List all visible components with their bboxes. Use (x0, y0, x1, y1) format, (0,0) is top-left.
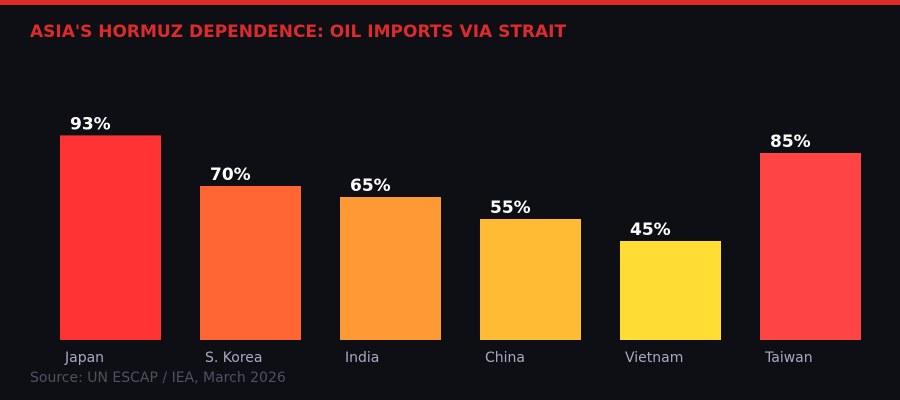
category-label: Japan (64, 350, 104, 366)
bar-taiwan (760, 153, 861, 340)
bar-china (480, 219, 581, 340)
category-label: S. Korea (205, 350, 262, 366)
source-note: Source: UN ESCAP / IEA, March 2026 (30, 370, 286, 386)
bar-japan (60, 135, 161, 340)
data-label: 93% (70, 114, 111, 134)
category-label: Vietnam (625, 350, 683, 366)
data-label: 65% (350, 176, 391, 196)
bar-vietnam (620, 241, 721, 340)
data-label: 55% (490, 198, 531, 218)
bar-s-korea (200, 186, 301, 340)
category-label: China (485, 350, 525, 366)
category-label: Taiwan (764, 350, 813, 366)
data-label: 45% (630, 220, 671, 240)
data-label: 70% (210, 165, 251, 185)
data-label: 85% (770, 132, 811, 152)
bar-india (340, 197, 441, 340)
top-accent-bar (0, 0, 900, 5)
chart-title: ASIA'S HORMUZ DEPENDENCE: OIL IMPORTS VI… (30, 22, 567, 42)
category-label: India (345, 350, 379, 366)
